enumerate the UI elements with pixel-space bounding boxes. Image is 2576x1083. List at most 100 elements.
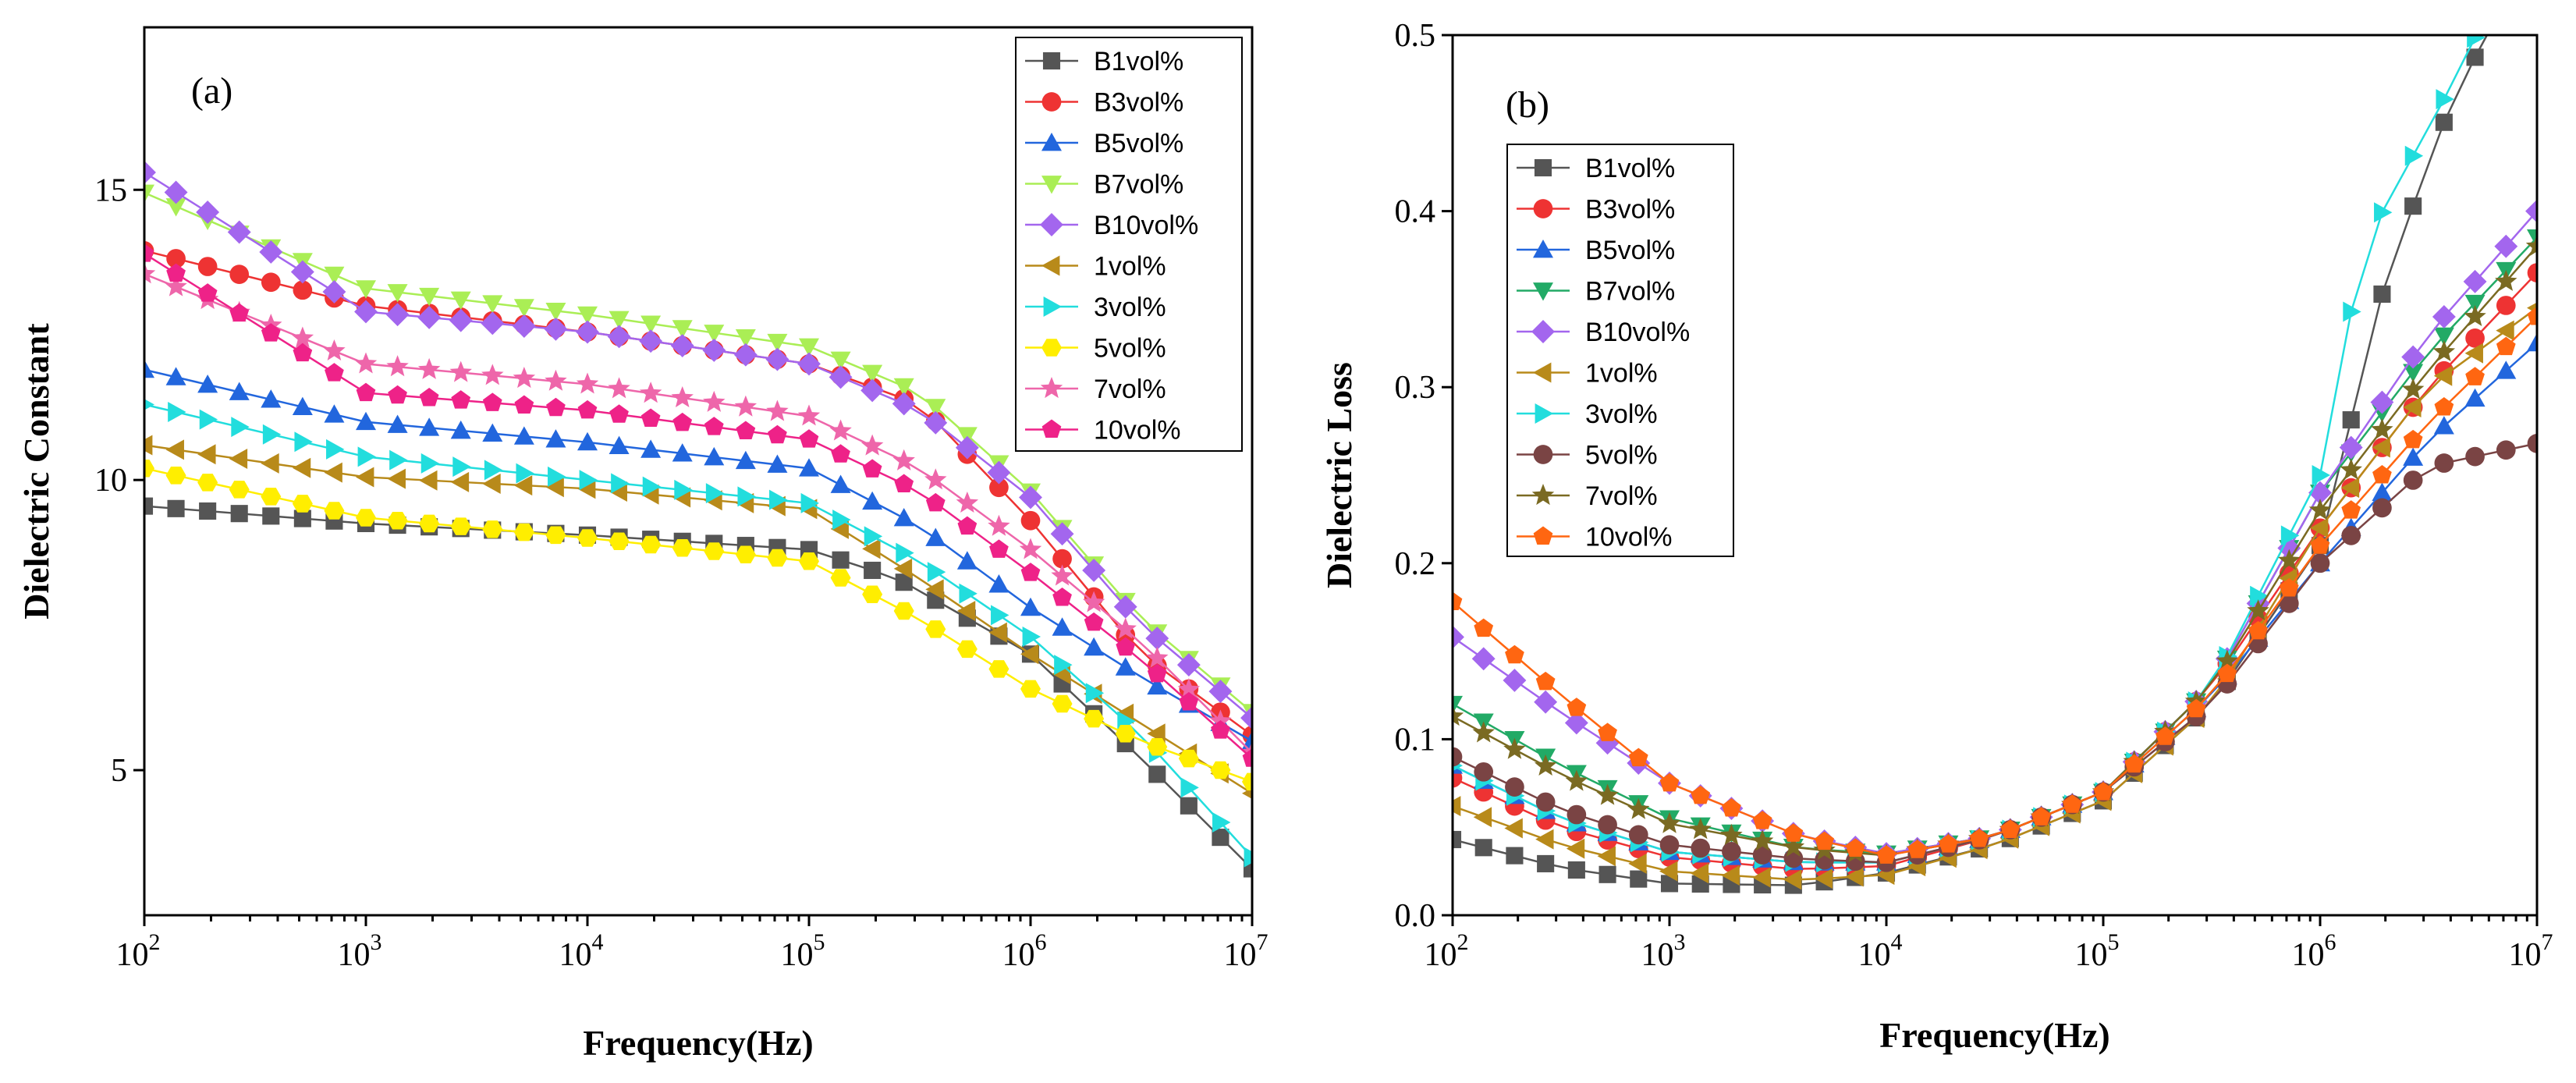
panel-a-data-point: [862, 459, 882, 478]
panel-a-data-point: [862, 585, 883, 604]
panel-a-data-point: [1208, 680, 1233, 704]
panel-b-data-point: [2280, 525, 2300, 546]
panel-a-x-tick-label: 105: [781, 929, 825, 973]
panel-a-data-point: [546, 397, 566, 417]
legend-marker: [1531, 320, 1555, 343]
panel-b-data-point: [2247, 599, 2269, 621]
panel-b-data-point: [2528, 0, 2546, 9]
legend-marker: [1531, 484, 1555, 506]
panel-b-data-point: [1690, 863, 1709, 884]
panel-b-data-point: [1565, 769, 1588, 791]
panel-a-data-point: [1180, 797, 1198, 815]
legend-marker: [1533, 526, 1553, 545]
panel-b-data-point: [2279, 594, 2299, 613]
panel-a-data-point: [144, 262, 156, 284]
panel-a-data-point: [420, 453, 440, 474]
panel-a-data-point: [672, 443, 693, 462]
panel-a-data-point: [259, 240, 283, 264]
panel-a-data-point: [956, 491, 979, 513]
legend-entry: 1vol%: [1517, 359, 1658, 389]
legend-label: 7vol%: [1585, 481, 1658, 511]
panel-a-data-point: [323, 339, 346, 361]
panel-b-data-point: [2371, 418, 2393, 440]
panel-b-data-point: [2496, 360, 2517, 379]
panel-a-data-point: [545, 477, 564, 498]
panel-b-data-point: [1567, 804, 1587, 825]
panel-a-data-point: [1052, 694, 1073, 713]
panel-b-data-point: [2339, 435, 2363, 460]
panel-b-data-point: [1628, 747, 1648, 767]
panel-b-y-axis: 0.0 0.1 0.2 0.3 0.4 0.5: [1395, 18, 1453, 934]
legend-label: 1vol%: [1094, 252, 1166, 282]
panel-b-data-point: [2031, 807, 2051, 826]
panel-b-data-point: [1453, 625, 1464, 649]
panel-a-data-point: [229, 265, 250, 284]
panel-a-data-point: [1243, 860, 1252, 878]
panel-a-data-point: [799, 429, 819, 448]
panel-a-data-point: [735, 450, 756, 470]
panel-a-series-7volpct: [144, 262, 1252, 762]
panel-b-data-point: [1782, 835, 1805, 857]
panel-b-data-point: [2186, 698, 2206, 718]
panel-b-data-point: [2495, 269, 2517, 291]
panel-a-data-point: [229, 449, 248, 470]
panel-a-data-point: [514, 395, 534, 414]
panel-a-data-point: [516, 463, 534, 484]
panel-a-data-point: [261, 389, 282, 408]
panel-b-data-point: [2464, 343, 2483, 364]
panel-a-data-point: [389, 449, 408, 470]
panel-a-data-point: [862, 491, 883, 510]
panel-b-data-point: [2312, 465, 2330, 485]
panel-b-data-point: [2433, 416, 2454, 435]
panel-a-data-point: [452, 456, 471, 478]
panel-a-data-point: [733, 343, 758, 367]
panel-b-data-point: [2308, 499, 2332, 520]
panel-b-data-point: [2093, 782, 2113, 801]
panel-a-data-point: [860, 378, 885, 403]
legend-marker: [1533, 282, 1553, 301]
panel-a-data-point: [988, 660, 1009, 678]
panel-b-data-point: [2434, 453, 2454, 473]
legend-entry: 10vol%: [1025, 416, 1181, 446]
panel-a-data-point: [165, 467, 186, 485]
panel-a-x-tick-label: 106: [1002, 929, 1047, 973]
legend-entry: B7vol%: [1025, 170, 1183, 200]
panel-a-data-point: [324, 502, 345, 520]
panel-a-data-point: [229, 382, 250, 400]
panel-b-data-point: [1720, 823, 1743, 845]
panel-a-y-axis-title: Dielectric Constant: [16, 323, 56, 620]
panel-b-data-point: [2000, 819, 2021, 838]
legend-entry: 5vol%: [1517, 441, 1658, 470]
panel-b-data-point: [2372, 482, 2393, 501]
panel-a-data-point: [545, 369, 567, 391]
panel-b-data-point: [1506, 847, 1524, 865]
panel-a-data-point: [1082, 559, 1106, 582]
panel-a-data-point: [959, 583, 978, 604]
panel-a-data-point: [1022, 626, 1041, 647]
panel-a-data-point: [513, 299, 534, 318]
panel-a-data-point: [830, 569, 851, 587]
panel-a-data-point: [545, 429, 566, 448]
panel-a-data-point: [1242, 730, 1252, 750]
panel-b-data-point: [2436, 89, 2454, 110]
panel-a-data-point: [988, 574, 1009, 593]
panel-a-data-point: [895, 573, 913, 591]
panel-a-data-point: [1209, 709, 1232, 731]
panel-b-y-tick-label: 0.2: [1395, 546, 1436, 582]
panel-a-data-point: [144, 160, 156, 184]
panel-b-data-point: [2340, 478, 2360, 499]
panel-b-data-point: [2464, 305, 2486, 327]
panel-b-data-point: [1504, 818, 1523, 839]
panel-a-data-point: [482, 392, 502, 411]
panel-a-data-point: [167, 499, 185, 517]
panel-a-data-point: [1020, 680, 1041, 698]
panel-a-data-point: [165, 275, 187, 296]
panel-a-data-point: [293, 343, 313, 362]
panel-a-data-point: [893, 378, 914, 397]
panel-a-data-point: [144, 243, 154, 262]
panel-a-data-point: [291, 326, 314, 348]
panel-b-data-point: [1505, 644, 1524, 664]
panel-b-data-point: [2525, 234, 2537, 256]
panel-a-data-point: [988, 622, 1007, 643]
panel-b-data-point: [2496, 296, 2516, 315]
